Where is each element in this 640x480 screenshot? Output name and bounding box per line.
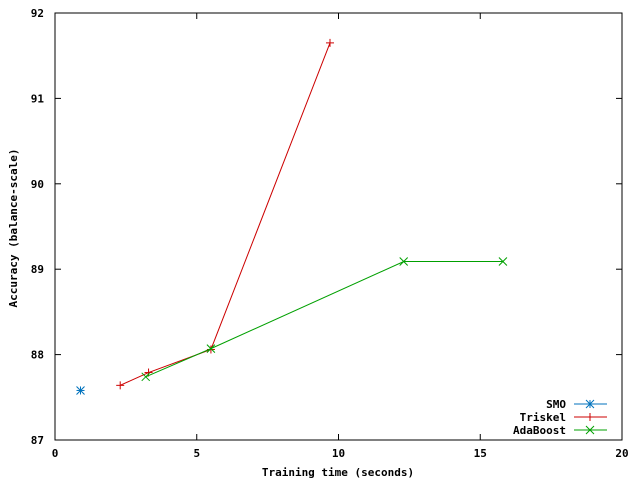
x-tick-label: 20 — [615, 447, 628, 460]
smo-point — [76, 386, 85, 395]
x-tick-label: 5 — [193, 447, 200, 460]
legend-item-adaboost: AdaBoost — [513, 424, 607, 437]
legend-item-smo: SMO — [546, 398, 607, 411]
adaboost-point — [141, 372, 151, 382]
x-tick-label: 0 — [52, 447, 59, 460]
series-smo — [76, 386, 85, 395]
legend-label: Triskel — [520, 411, 566, 424]
x-tick-label: 15 — [474, 447, 487, 460]
legend-label: AdaBoost — [513, 424, 566, 437]
y-tick-label: 89 — [31, 263, 44, 276]
legend-marker-adaboost — [585, 425, 595, 435]
adaboost-point — [498, 257, 508, 266]
legend-marker-smo — [585, 399, 595, 409]
triskel-point — [116, 381, 125, 390]
triskel-line — [119, 42, 331, 386]
y-axis-label: Accuracy (balance-scale) — [7, 149, 20, 308]
triskel-point — [325, 38, 334, 47]
series-adaboost — [141, 257, 508, 382]
adaboost-point — [206, 344, 216, 353]
x-tick-label: 10 — [332, 447, 345, 460]
y-tick-label: 91 — [31, 92, 45, 105]
series-triskel — [116, 38, 334, 390]
y-tick-label: 92 — [31, 7, 44, 20]
legend-marker-triskel — [586, 413, 594, 421]
axis-ticks: 0 5 10 15 20 87 88 89 90 91 92 — [31, 7, 629, 460]
y-tick-label: 88 — [31, 349, 44, 362]
series-layer — [76, 38, 508, 395]
adaboost-line — [145, 261, 503, 378]
y-tick-label: 90 — [31, 178, 44, 191]
legend-item-triskel: Triskel — [520, 411, 607, 424]
y-tick-label: 87 — [31, 434, 44, 447]
adaboost-point — [399, 257, 409, 266]
x-axis-label: Training time (seconds) — [262, 466, 414, 479]
legend-label: SMO — [546, 398, 566, 411]
